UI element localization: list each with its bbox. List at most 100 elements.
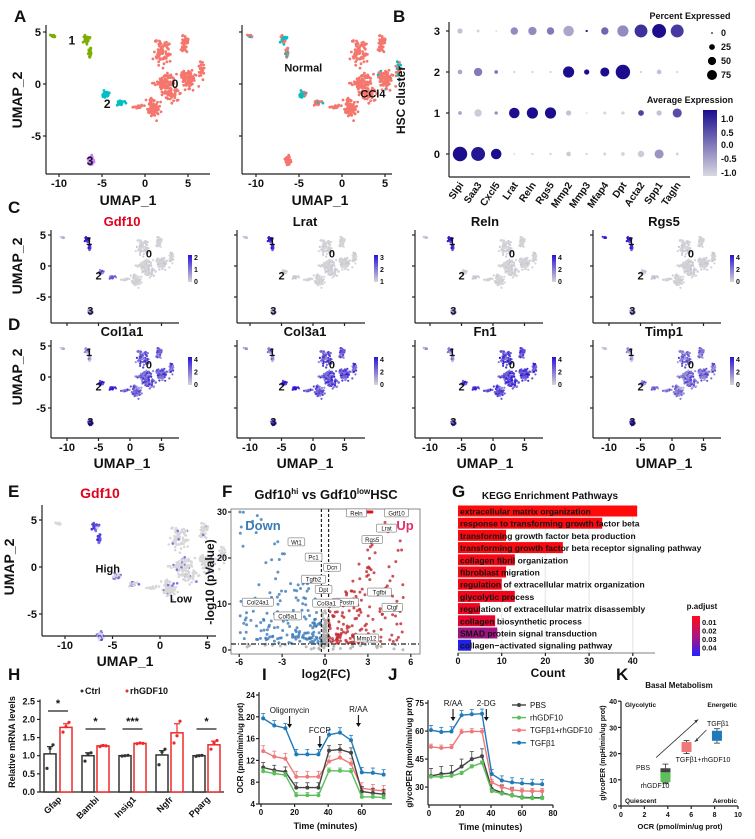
umap-point xyxy=(339,245,342,248)
umap-point xyxy=(318,275,321,278)
umap-point xyxy=(166,42,170,46)
umap-point xyxy=(713,262,716,265)
umap-point xyxy=(152,99,156,103)
dot-dpt-cluster-3 xyxy=(617,25,629,37)
umap-point xyxy=(692,264,695,267)
umap-point xyxy=(145,273,148,276)
umap-point xyxy=(116,100,120,104)
umap-point xyxy=(136,376,139,379)
umap-point xyxy=(135,281,138,284)
umap-point xyxy=(158,372,161,376)
umap-point xyxy=(352,119,355,122)
expression-colorbar xyxy=(552,255,556,282)
umap-point xyxy=(139,362,142,365)
umap-point xyxy=(511,276,514,279)
umap-point xyxy=(352,251,355,254)
umap-point xyxy=(524,267,527,270)
umap-point xyxy=(297,387,301,390)
umap-point xyxy=(156,52,160,56)
umap-point xyxy=(137,360,140,363)
umap-point xyxy=(101,271,104,274)
umap-point xyxy=(706,268,709,271)
umap-point xyxy=(295,275,298,278)
umap-point xyxy=(242,346,245,349)
umap-point xyxy=(165,60,169,64)
colorbar-label: 2 xyxy=(736,267,740,274)
feature-title: Col1a1 xyxy=(101,324,144,339)
umap-point xyxy=(342,350,345,353)
umap-point xyxy=(145,241,148,244)
umap-point xyxy=(328,352,331,355)
dot-saa3-cluster-1 xyxy=(474,109,482,117)
umap-point xyxy=(363,42,367,46)
umap-point xyxy=(303,94,307,97)
umap-point xyxy=(380,77,384,81)
umap-point xyxy=(322,362,325,365)
umap-point xyxy=(142,355,145,359)
dot-tagln-cluster-0 xyxy=(675,152,679,156)
umap-point xyxy=(339,356,342,359)
umap-point xyxy=(515,259,518,262)
umap-point xyxy=(713,255,716,258)
umap-point xyxy=(330,378,333,381)
umap-point xyxy=(146,382,149,385)
umap-point xyxy=(168,97,172,101)
umap-point xyxy=(663,278,666,281)
umap-point xyxy=(59,235,62,238)
dot-dpt-cluster-2 xyxy=(615,64,631,80)
umap-point xyxy=(149,106,153,109)
umap-point xyxy=(336,274,339,277)
dot-lrat-cluster-2 xyxy=(513,70,516,74)
umap-point xyxy=(150,271,153,274)
umap-point xyxy=(345,262,348,265)
colorbar-label: 2 xyxy=(380,267,384,274)
umap-point xyxy=(687,241,690,244)
umap-point xyxy=(142,352,145,356)
umap-point xyxy=(341,261,344,265)
umap-point xyxy=(156,263,159,266)
umap-point xyxy=(171,366,174,369)
umap-point xyxy=(364,52,368,56)
umap-point xyxy=(136,283,139,286)
umap-point xyxy=(508,243,511,246)
umap-point xyxy=(53,35,57,38)
umap-point xyxy=(164,379,167,382)
umap-point xyxy=(340,258,343,261)
panel-label: E xyxy=(8,482,19,501)
umap-point xyxy=(185,50,189,54)
umap-point xyxy=(358,49,362,52)
umap-point xyxy=(161,264,164,267)
umap-point xyxy=(322,247,325,250)
umap-point xyxy=(341,98,345,102)
colorbar-label: 0 xyxy=(194,279,198,286)
umap-point xyxy=(369,82,373,85)
dot-lrat-cluster-1 xyxy=(509,107,520,119)
umap-point xyxy=(522,245,525,248)
umap-point xyxy=(360,74,364,78)
umap-point xyxy=(351,110,355,113)
cluster-label: 1 xyxy=(269,236,275,248)
dot-spp1-cluster-3 xyxy=(652,24,667,38)
umap-point xyxy=(382,50,386,54)
umap-point xyxy=(352,370,356,373)
umap-point xyxy=(329,382,332,385)
umap-point xyxy=(516,274,519,277)
umap-point xyxy=(679,286,682,289)
umap-point xyxy=(684,241,688,245)
umap-point xyxy=(323,281,326,284)
umap-point xyxy=(159,356,162,359)
umap-point xyxy=(158,85,162,89)
umap-point xyxy=(351,266,354,269)
umap-point xyxy=(169,83,173,87)
umap-point xyxy=(504,249,507,252)
umap-point xyxy=(505,363,508,366)
umap-point xyxy=(333,106,337,110)
umap-point xyxy=(484,278,487,281)
umap-point xyxy=(181,38,185,42)
color-legend-label: -0.5 xyxy=(721,154,737,164)
umap-point xyxy=(378,49,381,53)
umap-point xyxy=(379,71,383,75)
umap-point xyxy=(136,394,139,397)
